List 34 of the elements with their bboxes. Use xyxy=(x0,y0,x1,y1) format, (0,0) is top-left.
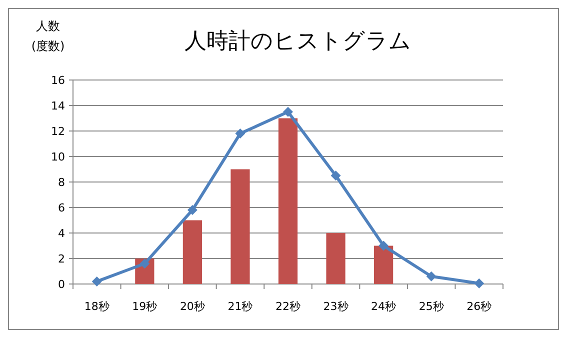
point xyxy=(330,170,341,181)
y-tick-label: 0 xyxy=(58,278,65,291)
bar xyxy=(374,246,394,284)
chart-title: 人時計のヒストグラム xyxy=(184,29,412,54)
y-tick-label: 8 xyxy=(58,176,65,189)
x-tick-label: 25秒 xyxy=(418,300,444,313)
point xyxy=(378,240,389,251)
bar xyxy=(230,169,250,284)
point xyxy=(92,276,102,286)
x-tick-label: 24秒 xyxy=(371,300,396,313)
y-tick-label: 2 xyxy=(58,252,65,266)
bar xyxy=(278,118,298,284)
point xyxy=(474,278,484,288)
x-tick-label: 26秒 xyxy=(466,300,492,313)
point xyxy=(140,258,150,269)
x-tick-label: 19秒 xyxy=(132,300,158,313)
x-tick-label: 18秒 xyxy=(84,300,110,313)
point xyxy=(426,271,436,282)
x-tick-label: 22秒 xyxy=(276,300,300,313)
y-tick-label: 16 xyxy=(51,74,65,87)
y-axis-title: 人数 (度数) xyxy=(31,19,65,53)
y-tick-label: 6 xyxy=(58,202,65,214)
x-tick-label: 23秒 xyxy=(323,300,348,313)
x-tick-label: 20秒 xyxy=(180,300,205,313)
point xyxy=(283,106,293,117)
y-tick-label: 12 xyxy=(51,125,65,138)
y-tick-label: 10 xyxy=(51,150,65,164)
point xyxy=(235,128,246,139)
x-tick-label: 21秒 xyxy=(228,300,253,313)
y-tick-label: 14 xyxy=(51,100,65,112)
y-tick-label: 4 xyxy=(58,227,65,240)
bar xyxy=(182,220,202,284)
bar xyxy=(326,233,346,284)
point xyxy=(187,205,198,216)
